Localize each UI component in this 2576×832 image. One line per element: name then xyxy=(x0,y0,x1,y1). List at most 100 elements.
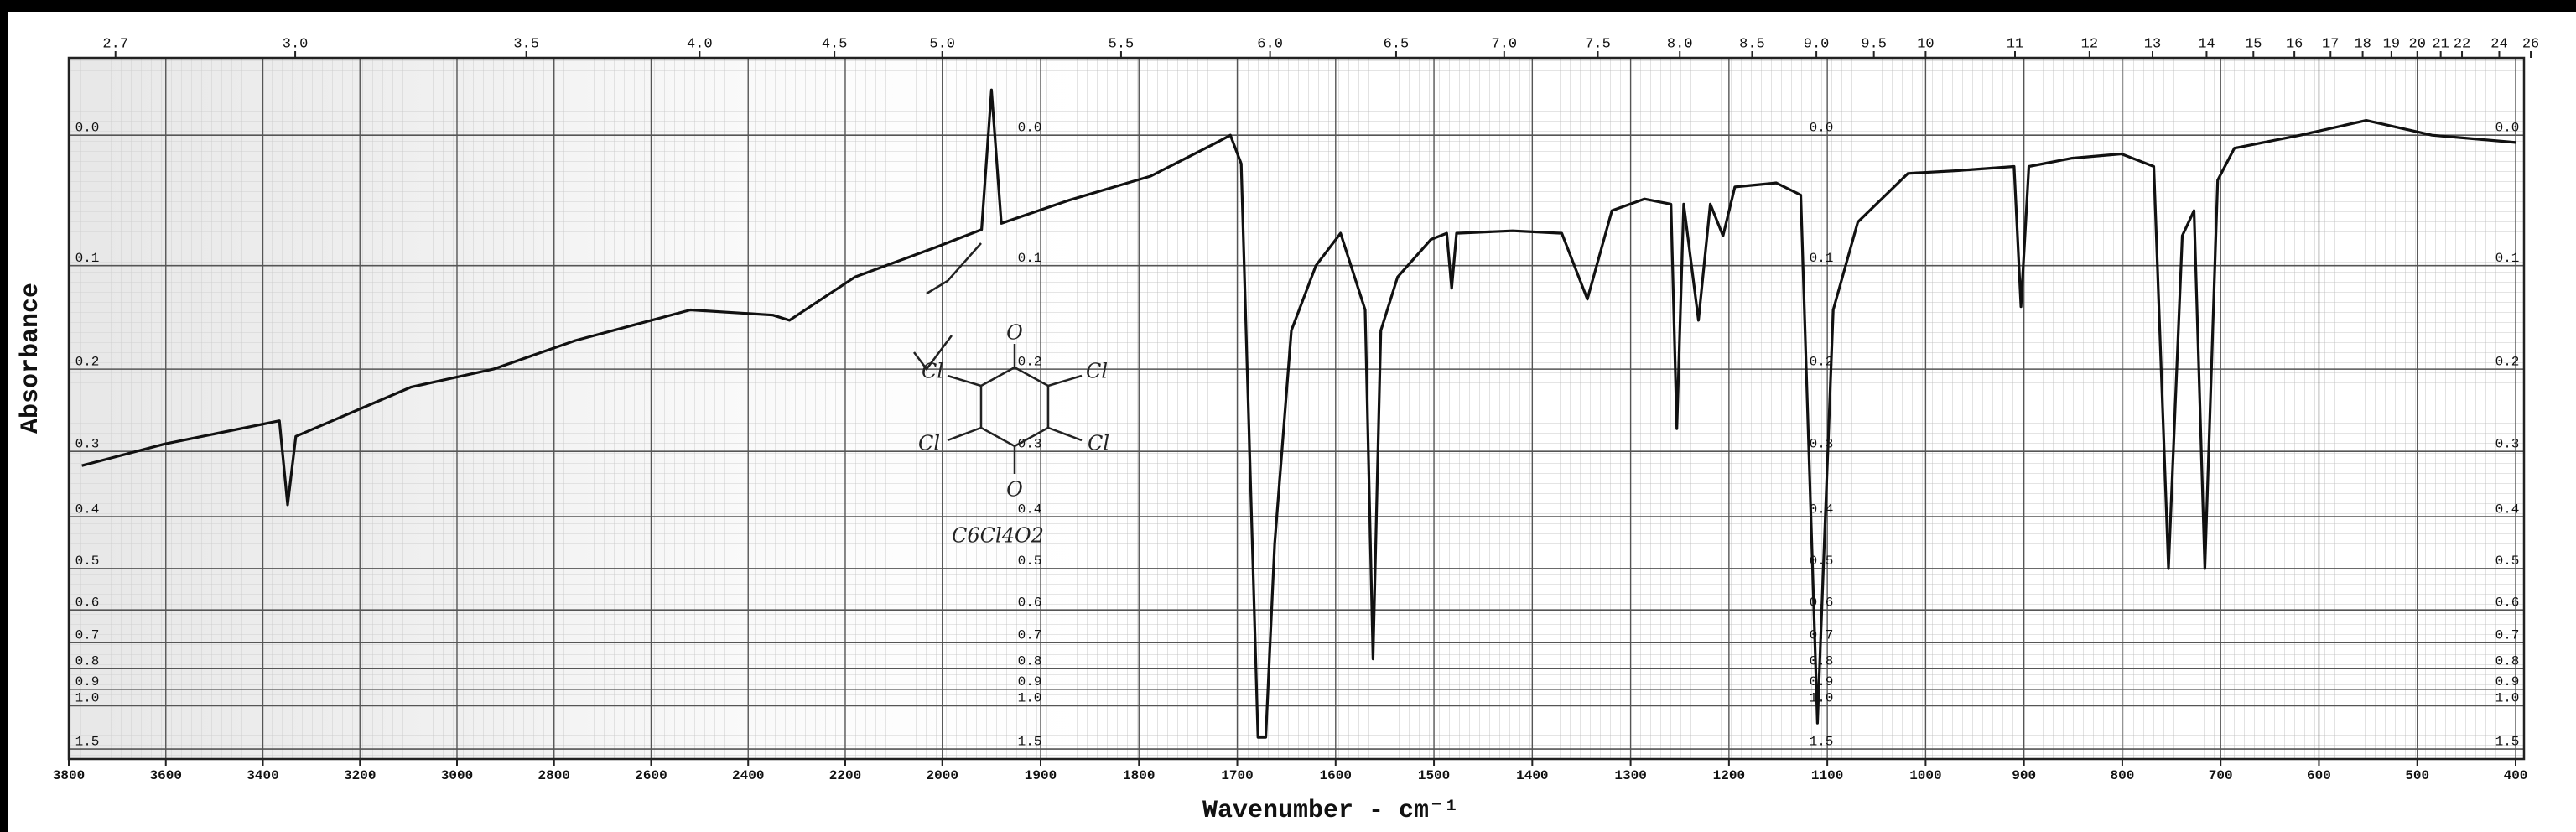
x-tick-label: 3000 xyxy=(441,768,473,783)
x-tick-label: 500 xyxy=(2405,768,2429,783)
x2-tick-label: 6.5 xyxy=(1384,36,1410,52)
x-tick-label: 1100 xyxy=(1811,768,1843,783)
y-tick-label: 0.2 xyxy=(1810,354,1834,369)
plot-background xyxy=(69,58,2524,759)
y-tick-label: 0.4 xyxy=(1810,502,1834,517)
bonds xyxy=(947,344,1083,474)
x-tick-label: 1600 xyxy=(1320,768,1352,783)
x2-tick-label: 8.5 xyxy=(1739,36,1765,52)
x-tick-label: 600 xyxy=(2307,768,2331,783)
x2-tick-label: 7.5 xyxy=(1585,36,1611,52)
y-tick-label: 0.2 xyxy=(2496,354,2520,369)
x2-tick-label: 12 xyxy=(2081,36,2098,52)
x-tick-label: 1900 xyxy=(1025,768,1057,783)
y-tick-label: 1.5 xyxy=(75,734,100,749)
annotation: Cl xyxy=(922,360,943,383)
x2-tick-label: 10 xyxy=(1917,36,1934,52)
x-tick-label: 1200 xyxy=(1713,768,1745,783)
x-tick-label: 1500 xyxy=(1418,768,1450,783)
y-axis-label: Absorbance xyxy=(17,283,45,434)
annotation: C6Cl4O2 xyxy=(952,524,1044,548)
x-axis-label: Wavenumber - cm⁻¹ xyxy=(1202,797,1459,825)
annotation: Cl xyxy=(918,432,940,455)
x2-tick-label: 17 xyxy=(2322,36,2339,52)
y-tick-label: 0.8 xyxy=(1018,653,1042,668)
y-tick-label: 0.9 xyxy=(1018,674,1042,689)
y-tick-label: 0.0 xyxy=(2496,120,2520,135)
annotation: Cl xyxy=(1088,432,1109,455)
x2-tick-label: 21 xyxy=(2432,36,2449,52)
structure-sketch: O Cl Cl Cl Cl O C6Cl4O2 xyxy=(913,242,1109,548)
x-tick-label: 1000 xyxy=(1909,768,1941,783)
y-tick-label: 0.0 xyxy=(1018,120,1042,135)
y-tick-label: 1.0 xyxy=(1810,691,1834,706)
x-tick-label: 1400 xyxy=(1516,768,1548,783)
x2-tick-label: 22 xyxy=(2454,36,2470,52)
scan-edge xyxy=(0,0,8,832)
x-tick-label: 800 xyxy=(2111,768,2135,783)
x-tick-label: 2800 xyxy=(538,768,570,783)
y-tick-label: 0.4 xyxy=(1018,502,1042,517)
y-tick-label: 1.0 xyxy=(1018,691,1042,706)
y-tick-label: 0.1 xyxy=(1810,251,1834,266)
x2-tick-label: 24 xyxy=(2490,36,2507,52)
x2-tick-label: 18 xyxy=(2354,36,2371,52)
y-tick-label: 1.5 xyxy=(1810,734,1834,749)
y-tick-label: 0.7 xyxy=(75,627,100,642)
y-tick-label: 0.3 xyxy=(2496,436,2520,451)
x2-tick-label: 5.0 xyxy=(929,36,955,52)
grid xyxy=(68,51,2532,766)
annotation: O xyxy=(1006,478,1023,502)
y-tick-label: 1.5 xyxy=(1018,734,1042,749)
y-tick-label: 0.9 xyxy=(2496,674,2520,689)
y-tick-label: 0.1 xyxy=(1018,251,1042,266)
y-tick-label: 0.6 xyxy=(75,595,100,610)
plot-frame xyxy=(67,56,2526,761)
x-tick-label: 2400 xyxy=(732,768,764,783)
x-tick-label: 3400 xyxy=(247,768,278,783)
x-tick-label: 3200 xyxy=(344,768,376,783)
y-tick-label: 0.3 xyxy=(1810,436,1834,451)
annotation: O xyxy=(1006,321,1023,345)
x2-tick-label: 19 xyxy=(2383,36,2400,52)
y-tick-label: 0.1 xyxy=(75,251,100,266)
x2-tick-label: 9.5 xyxy=(1861,36,1887,52)
y-tick-label: 0.3 xyxy=(75,436,100,451)
x-tick-label: 700 xyxy=(2209,768,2233,783)
x-tick-label: 1300 xyxy=(1614,768,1646,783)
scan-shading xyxy=(69,58,1159,759)
y-tick-label: 0.5 xyxy=(75,554,100,569)
y-tick-label: 0.2 xyxy=(75,354,100,369)
y-tick-label: 0.8 xyxy=(75,653,100,668)
annotation: Cl xyxy=(1086,360,1108,383)
y-tick-label: 0.9 xyxy=(1810,674,1834,689)
y-tick-label: 0.4 xyxy=(75,502,100,517)
x-tick-label: 900 xyxy=(2012,768,2036,783)
x-tick-label: 1800 xyxy=(1123,768,1155,783)
x-tick-label: 2000 xyxy=(927,768,958,783)
y-tick-label: 0.6 xyxy=(2496,595,2520,610)
x2-tick-label: 8.0 xyxy=(1667,36,1693,52)
x2-tick-label: 4.0 xyxy=(687,36,713,52)
x2-tick-label: 13 xyxy=(2144,36,2161,52)
x-tick-label: 3800 xyxy=(53,768,85,783)
x2-tick-label: 7.0 xyxy=(1492,36,1518,52)
y-tick-label: 0.4 xyxy=(2496,502,2520,517)
y-tick-label: 0.7 xyxy=(2496,627,2520,642)
x2-tick-label: 26 xyxy=(2522,36,2539,52)
x2-tick-label: 14 xyxy=(2198,36,2215,52)
y-tick-label: 0.5 xyxy=(1810,554,1834,569)
y-tick-label: 0.1 xyxy=(2496,251,2520,266)
x2-tick-label: 11 xyxy=(2007,36,2023,52)
x2-tick-label: 9.0 xyxy=(1804,36,1830,52)
x2-tick-label: 5.5 xyxy=(1109,36,1135,52)
x2-tick-label: 3.5 xyxy=(513,36,539,52)
x-tick-label: 2200 xyxy=(829,768,861,783)
y-tick-label: 0.7 xyxy=(1018,627,1042,642)
y-tick-label: 0.6 xyxy=(1018,595,1042,610)
x-tick-label: 2600 xyxy=(635,768,667,783)
check-mark xyxy=(913,335,953,372)
trace xyxy=(81,88,2516,739)
y-tick-label: 1.5 xyxy=(2496,734,2520,749)
